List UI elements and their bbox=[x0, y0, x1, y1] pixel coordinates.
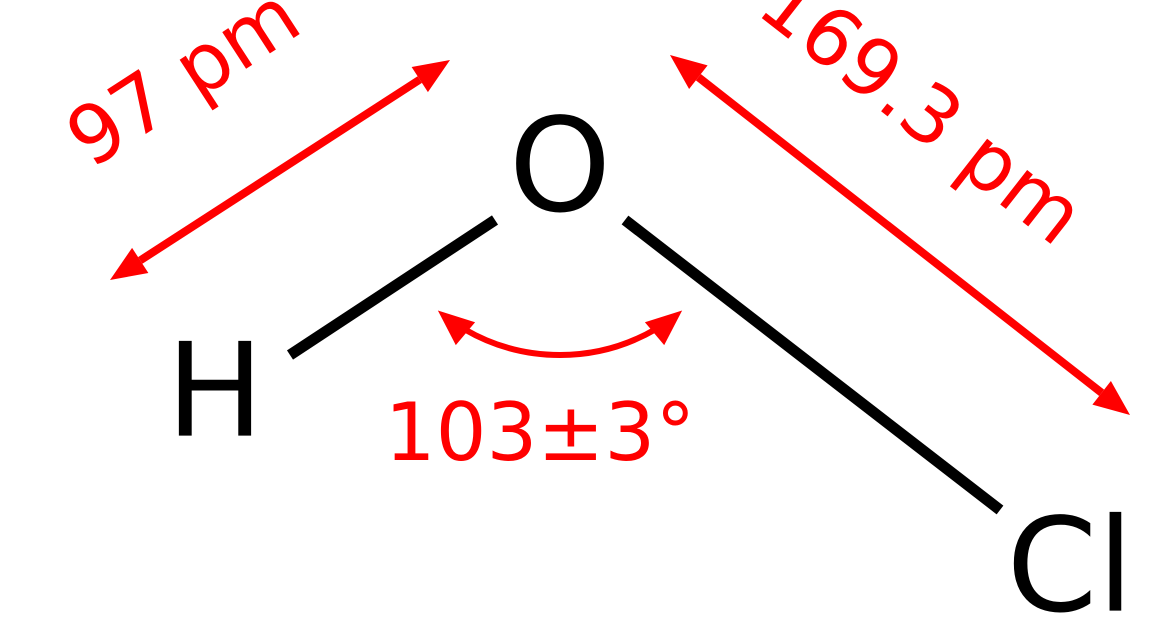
bond-angle-label: 103±3° bbox=[385, 386, 696, 479]
bond-angle-arc bbox=[438, 311, 682, 355]
dimension-label-ocl: 169.3 pm bbox=[742, 0, 1101, 263]
atom-label-hydrogen: H bbox=[166, 315, 264, 467]
dimension-label-oh: 97 pm bbox=[50, 0, 315, 186]
atom-label-oxygen: O bbox=[509, 90, 611, 242]
atom-label-chlorine: Cl bbox=[1007, 490, 1134, 640]
molecule-diagram: O H Cl 97 pm 169.3 pm 103±3° bbox=[0, 0, 1159, 640]
